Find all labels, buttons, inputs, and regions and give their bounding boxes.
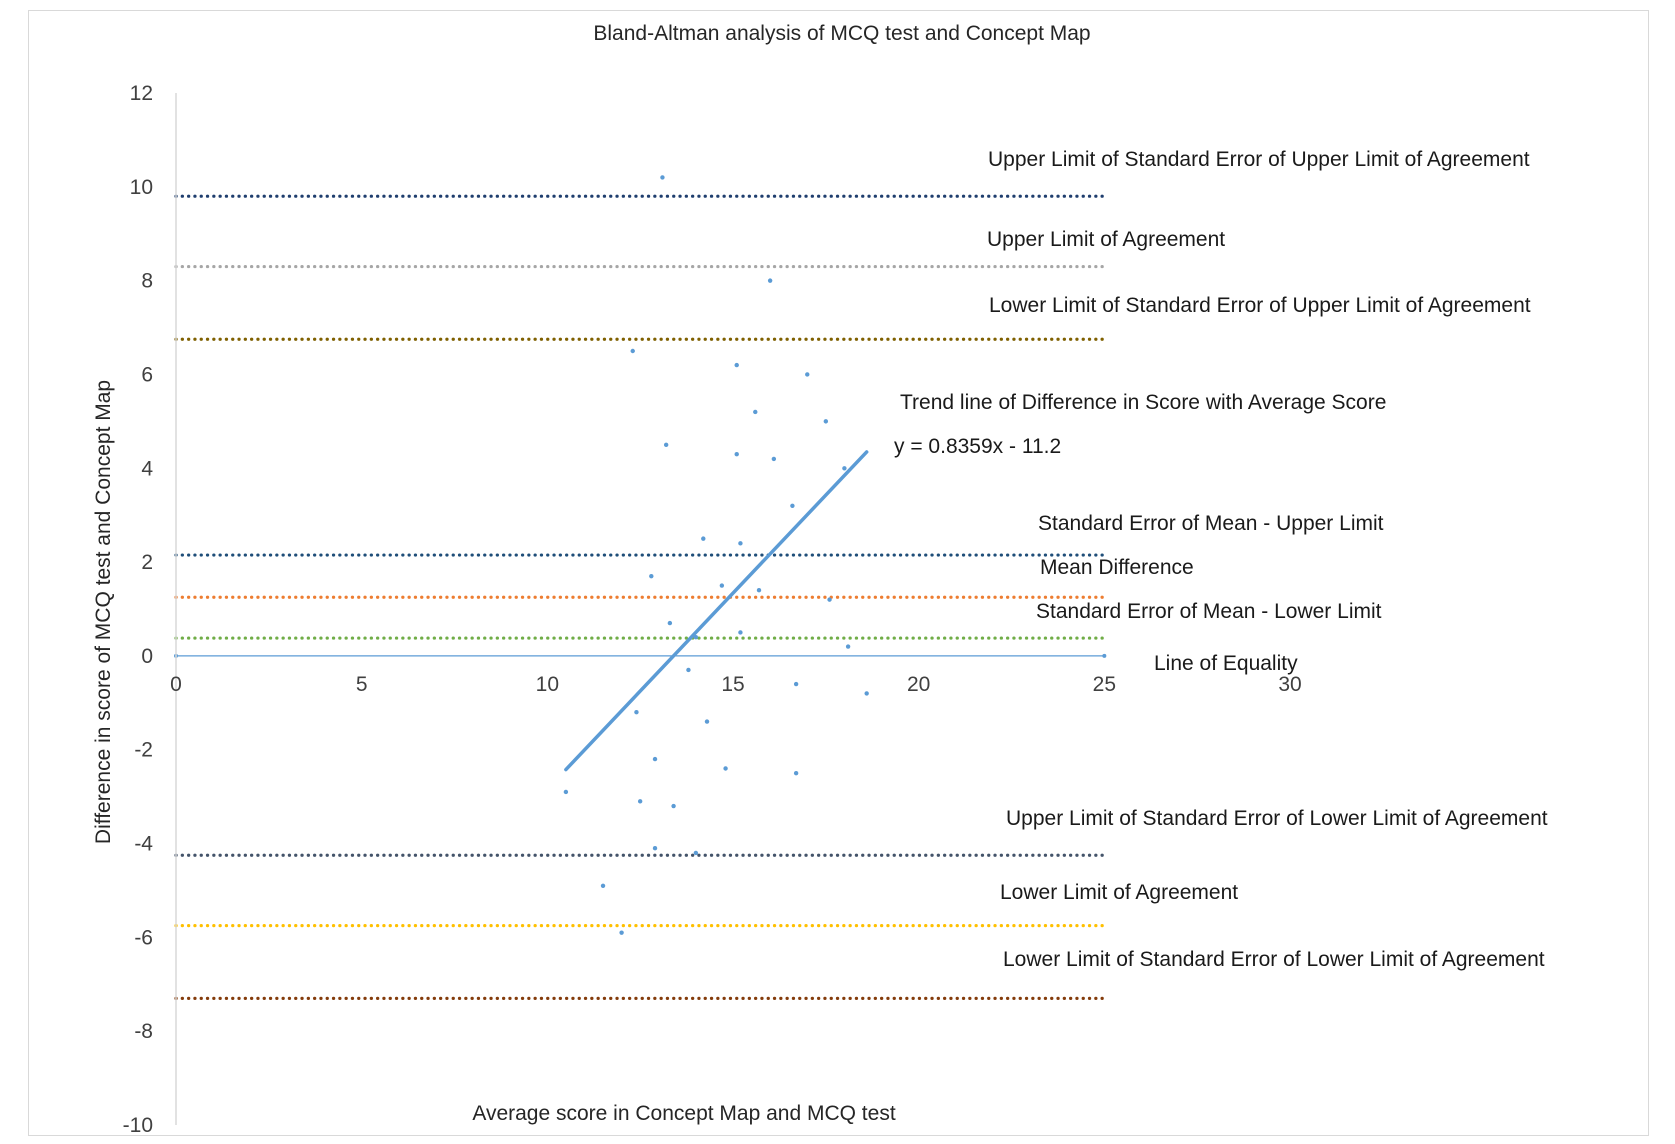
scatter-point xyxy=(660,175,665,180)
scatter-point xyxy=(738,630,743,635)
y-tick-label: 8 xyxy=(141,270,153,293)
scatter-point xyxy=(667,620,673,626)
scatter-point xyxy=(756,588,762,593)
scatter-point xyxy=(723,766,728,771)
y-tick-label: 2 xyxy=(141,551,153,574)
label-lower-limit-of-standard-error-of-upper-limit-of-agreement: Lower Limit of Standard Error of Upper L… xyxy=(989,294,1531,317)
trendline-equation: y = 0.8359x - 11.2 xyxy=(894,435,1061,458)
label-upper-limit-of-standard-error-of-upper-limit-of-agreement: Upper Limit of Standard Error of Upper L… xyxy=(988,148,1530,171)
y-tick-label: 10 xyxy=(130,176,153,199)
scatter-point xyxy=(652,756,658,762)
label-upper-limit-of-agreement: Upper Limit of Agreement xyxy=(987,228,1225,251)
scatter-point xyxy=(619,930,624,935)
y-tick-label: 6 xyxy=(141,363,153,386)
scatter-point xyxy=(600,883,606,888)
scatter-point xyxy=(842,466,847,471)
label-standard-error-of-mean-lower-limit: Standard Error of Mean - Lower Limit xyxy=(1036,600,1382,623)
y-tick-label: 12 xyxy=(130,82,153,105)
scatter-point xyxy=(649,573,654,579)
scatter-point xyxy=(701,536,706,541)
scatter-point xyxy=(563,789,569,795)
label-trendline: Trend line of Difference in Score with A… xyxy=(900,391,1386,414)
scatter-point xyxy=(671,803,676,809)
y-axis-title: Difference in score of MCQ test and Conc… xyxy=(92,380,115,844)
scatter-point xyxy=(793,770,799,776)
scatter-point xyxy=(693,634,699,640)
trendline-group xyxy=(564,450,869,772)
scatter-point xyxy=(790,503,795,508)
scatter-point xyxy=(652,846,658,851)
scatter-point xyxy=(738,541,743,546)
y-tick-label: -6 xyxy=(134,926,153,949)
x-tick-label: 30 xyxy=(1278,673,1301,696)
y-tick-label: -8 xyxy=(134,1020,153,1043)
y-axis: 12 10 8 6 4 2 0 -2 -4 -6 -8 -10 xyxy=(123,82,177,1137)
label-upper-limit-of-standard-error-of-lower-limit-of-agreement: Upper Limit of Standard Error of Lower L… xyxy=(1006,807,1548,830)
x-tick-label: 15 xyxy=(721,673,744,696)
label-mean-difference: Mean Difference xyxy=(1040,556,1194,579)
scatter-point xyxy=(704,719,710,724)
scatter-point xyxy=(634,710,639,715)
x-tick-label: 20 xyxy=(907,673,930,696)
x-axis-title: Average score in Concept Map and MCQ tes… xyxy=(472,1102,895,1125)
scatter-point xyxy=(734,452,739,457)
label-lower-limit-of-agreement: Lower Limit of Agreement xyxy=(1000,881,1238,904)
label-line-of-equality: Line of Equality xyxy=(1154,652,1298,675)
scatter-point xyxy=(637,799,643,804)
scatter-point xyxy=(630,348,635,354)
x-tick-label: 5 xyxy=(356,673,368,696)
scatter-point xyxy=(845,644,851,649)
scatter-point xyxy=(767,278,773,283)
y-tick-label: -2 xyxy=(134,739,153,762)
scatter-point xyxy=(827,597,832,602)
scatter-point xyxy=(823,419,829,424)
scatter-point xyxy=(663,442,669,448)
scatter-point xyxy=(771,456,777,462)
trendline xyxy=(564,450,869,772)
annotations: Upper Limit of Standard Error of Upper L… xyxy=(894,148,1548,971)
x-tick-label: 10 xyxy=(536,673,559,696)
scatter-point xyxy=(734,362,739,368)
line-of-equality-endpoint xyxy=(1102,653,1107,658)
chart-title: Bland-Altman analysis of MCQ test and Co… xyxy=(593,22,1090,45)
y-tick-label: 0 xyxy=(141,645,153,668)
y-tick-label: -4 xyxy=(134,833,153,856)
scatter-point xyxy=(719,583,725,588)
x-tick-label: 0 xyxy=(170,673,182,696)
x-tick-label: 25 xyxy=(1093,673,1116,696)
scatter-point xyxy=(693,850,699,856)
y-tick-label: 4 xyxy=(141,457,153,480)
reference-lines xyxy=(174,194,1107,1000)
scatter-point xyxy=(686,667,691,673)
scatter-point xyxy=(793,681,799,687)
scatter-point xyxy=(864,691,869,696)
chart-area xyxy=(28,10,1649,1136)
data-points xyxy=(563,175,869,935)
label-lower-limit-of-standard-error-of-lower-limit-of-agreement: Lower Limit of Standard Error of Lower L… xyxy=(1003,948,1545,971)
scatter-point xyxy=(805,372,810,377)
scatter-point xyxy=(753,409,758,415)
label-standard-error-of-mean-upper-limit: Standard Error of Mean - Upper Limit xyxy=(1038,512,1384,535)
y-tick-label: -10 xyxy=(123,1114,153,1137)
x-axis: 0 5 10 15 20 25 30 xyxy=(170,673,1302,696)
